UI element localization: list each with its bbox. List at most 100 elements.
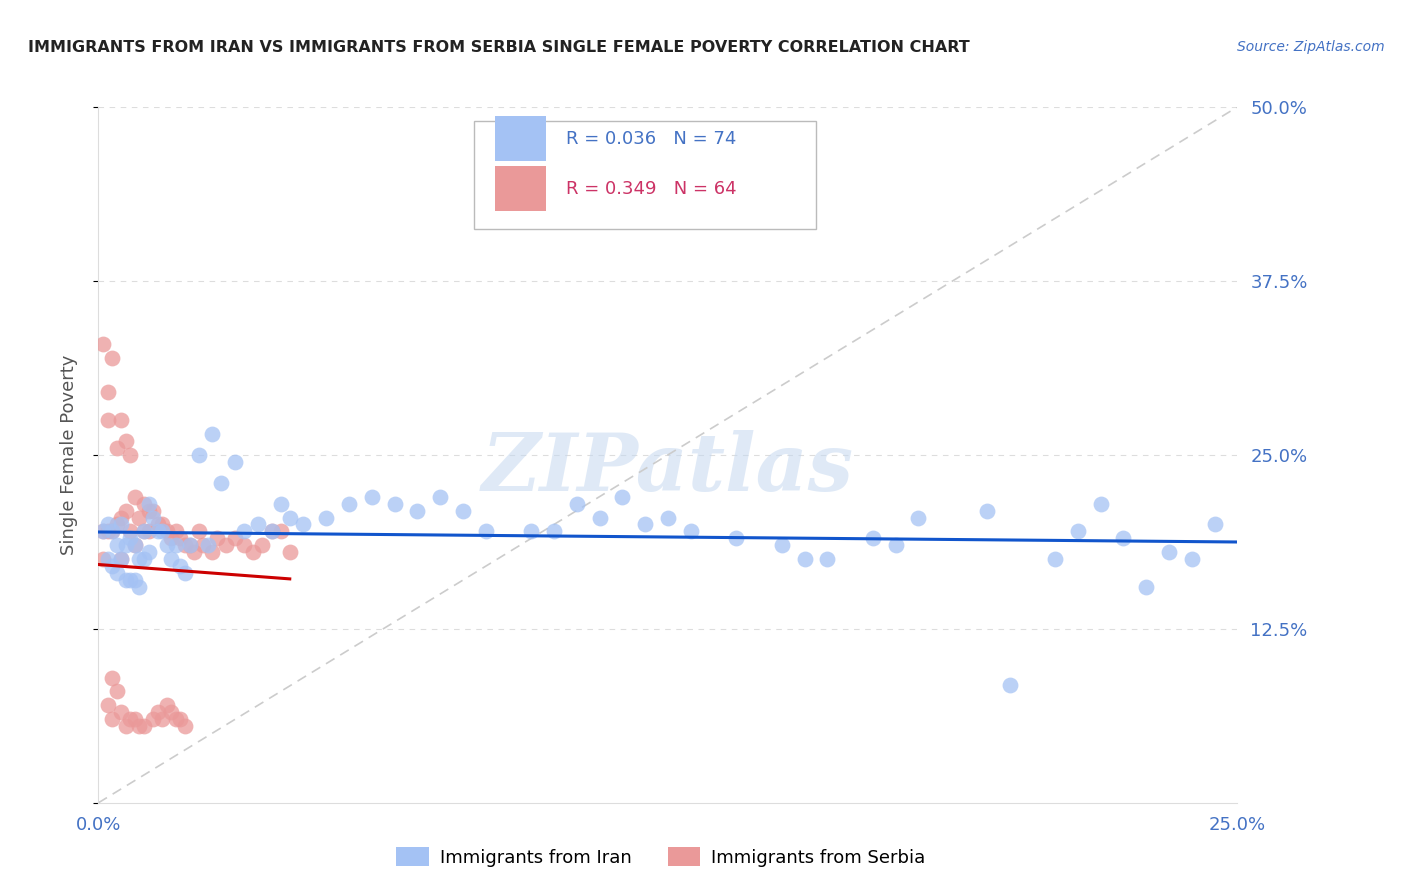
Point	[179, 538, 201, 552]
Point	[360, 490, 382, 504]
Point	[520, 524, 543, 539]
Point	[209, 475, 232, 490]
Point	[165, 712, 187, 726]
FancyBboxPatch shape	[495, 116, 546, 161]
Point	[146, 517, 169, 532]
Point	[429, 490, 451, 504]
Point	[451, 503, 474, 517]
Point	[406, 503, 429, 517]
Point	[128, 580, 150, 594]
Point	[132, 524, 155, 539]
Point	[179, 538, 201, 552]
Point	[124, 490, 146, 504]
Point	[110, 706, 132, 720]
Point	[233, 538, 256, 552]
Point	[197, 538, 219, 552]
Point	[725, 532, 748, 546]
Point	[96, 413, 118, 427]
Point	[124, 573, 146, 587]
Point	[132, 552, 155, 566]
Point	[169, 559, 191, 574]
Point	[1181, 552, 1204, 566]
Point	[114, 719, 136, 733]
Point	[233, 524, 256, 539]
Point	[201, 545, 224, 559]
Point	[278, 510, 301, 524]
Point	[169, 712, 191, 726]
Point	[1157, 545, 1180, 559]
Point	[146, 524, 169, 539]
Point	[976, 503, 998, 517]
Point	[114, 538, 136, 552]
Point	[193, 538, 215, 552]
Point	[101, 671, 124, 685]
Point	[679, 524, 702, 539]
Point	[183, 545, 205, 559]
Point	[128, 552, 150, 566]
Point	[246, 517, 269, 532]
Point	[252, 538, 274, 552]
Point	[110, 552, 132, 566]
Point	[998, 677, 1021, 691]
Point	[215, 538, 238, 552]
Point	[132, 497, 155, 511]
Point	[120, 448, 142, 462]
Point	[138, 497, 160, 511]
Point	[110, 517, 132, 532]
Point	[91, 524, 114, 539]
Point	[120, 532, 142, 546]
Point	[142, 712, 165, 726]
Point	[114, 573, 136, 587]
Point	[174, 566, 197, 581]
Point	[474, 524, 496, 539]
Point	[91, 524, 114, 539]
Point	[105, 517, 128, 532]
Point	[260, 524, 283, 539]
Point	[128, 510, 150, 524]
Point	[156, 538, 179, 552]
Point	[315, 510, 337, 524]
Point	[205, 532, 228, 546]
Point	[114, 503, 136, 517]
Point	[174, 538, 197, 552]
Point	[96, 698, 118, 713]
FancyBboxPatch shape	[495, 166, 546, 211]
Point	[201, 427, 224, 442]
Point	[105, 538, 128, 552]
Point	[96, 385, 118, 400]
Point	[1043, 552, 1066, 566]
Point	[1204, 517, 1226, 532]
Point	[110, 413, 132, 427]
Point	[657, 510, 679, 524]
Point	[242, 545, 264, 559]
Point	[105, 684, 128, 698]
Text: IMMIGRANTS FROM IRAN VS IMMIGRANTS FROM SERBIA SINGLE FEMALE POVERTY CORRELATION: IMMIGRANTS FROM IRAN VS IMMIGRANTS FROM …	[28, 40, 970, 55]
Point	[142, 510, 165, 524]
Point	[187, 524, 209, 539]
Legend: Immigrants from Iran, Immigrants from Serbia: Immigrants from Iran, Immigrants from Se…	[389, 840, 932, 874]
Point	[128, 719, 150, 733]
Point	[169, 532, 191, 546]
Point	[101, 524, 124, 539]
Point	[884, 538, 907, 552]
Point	[588, 510, 610, 524]
Point	[142, 503, 165, 517]
Point	[120, 712, 142, 726]
Text: R = 0.036   N = 74: R = 0.036 N = 74	[567, 129, 737, 148]
Point	[1112, 532, 1135, 546]
Text: Source: ZipAtlas.com: Source: ZipAtlas.com	[1237, 40, 1385, 54]
Point	[565, 497, 588, 511]
Point	[224, 455, 246, 469]
Text: ZIPatlas: ZIPatlas	[482, 430, 853, 508]
Point	[101, 712, 124, 726]
Point	[156, 524, 179, 539]
Point	[138, 503, 160, 517]
Point	[96, 552, 118, 566]
Point	[160, 532, 183, 546]
Point	[105, 566, 128, 581]
Point	[120, 524, 142, 539]
Point	[124, 538, 146, 552]
Point	[91, 552, 114, 566]
Point	[270, 524, 292, 539]
Point	[907, 510, 929, 524]
